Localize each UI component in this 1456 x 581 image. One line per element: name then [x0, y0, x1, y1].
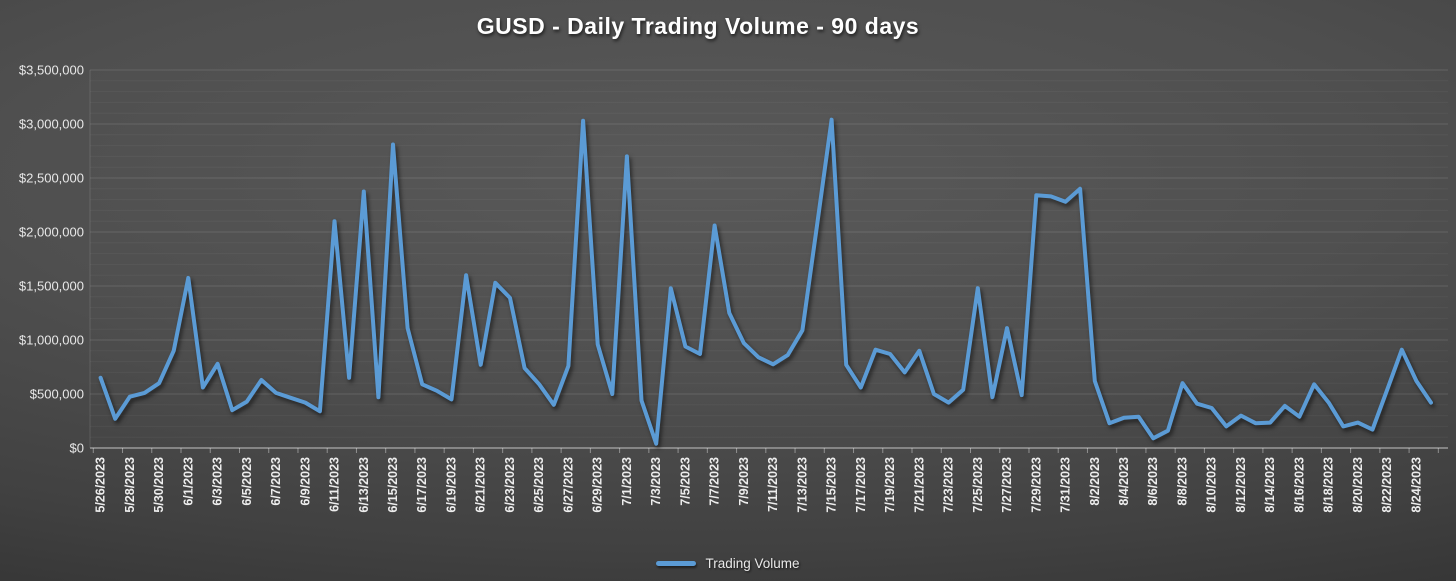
x-tick-label: 6/29/2023	[591, 457, 605, 513]
x-tick-label: 7/1/2023	[620, 457, 634, 506]
x-tick-label: 8/22/2023	[1380, 457, 1394, 513]
x-tick-label: 6/3/2023	[211, 457, 225, 506]
legend-line-swatch	[656, 561, 697, 566]
x-tick-label: 7/31/2023	[1059, 457, 1073, 513]
x-tick-label: 6/7/2023	[269, 457, 283, 506]
x-tick-label: 7/7/2023	[708, 457, 722, 506]
x-tick-label: 6/1/2023	[181, 457, 195, 506]
legend-label: Trading Volume	[705, 556, 800, 571]
x-tick-label: 8/24/2023	[1409, 457, 1423, 513]
chart-legend: Trading Volume	[0, 556, 1456, 571]
trading-volume-line	[98, 117, 1433, 446]
y-tick-label: $2,000,000	[19, 225, 84, 240]
x-tick-label: 8/18/2023	[1322, 457, 1336, 513]
x-tick-label: 8/12/2023	[1234, 457, 1248, 513]
x-tick-label: 7/9/2023	[737, 457, 751, 506]
x-tick-label: 7/19/2023	[883, 457, 897, 513]
y-axis-labels: $0 $500,000 $1,000,000 $1,500,000 $2,000,000…	[19, 63, 84, 456]
y-tick-label: $0	[70, 441, 84, 456]
y-tick-label: $1,000,000	[19, 333, 84, 348]
x-tick-label: 7/3/2023	[649, 457, 663, 506]
x-tick-label: 7/27/2023	[1000, 457, 1014, 513]
x-tick-label: 7/5/2023	[678, 457, 692, 506]
x-tick-label: 7/25/2023	[971, 457, 985, 513]
x-tick-label: 5/28/2023	[123, 457, 137, 513]
x-tick-label: 7/13/2023	[795, 457, 809, 513]
x-tick-label: 6/11/2023	[328, 457, 342, 512]
x-tick-label: 8/2/2023	[1088, 457, 1102, 506]
x-tick-label: 6/19/2023	[444, 457, 458, 513]
x-tick-label: 8/20/2023	[1351, 457, 1365, 513]
major-gridlines	[90, 69, 1448, 395]
y-tick-label: $2,500,000	[19, 171, 84, 186]
x-tick-label: 7/15/2023	[825, 457, 839, 513]
x-tick-label: 6/27/2023	[561, 457, 575, 513]
x-tick-label: 8/6/2023	[1146, 457, 1160, 506]
x-tick-label: 7/11/2023	[766, 457, 780, 512]
x-tick-label: 7/21/2023	[912, 457, 926, 513]
x-tick-label: 6/5/2023	[240, 457, 254, 506]
x-tick-label: 7/17/2023	[854, 457, 868, 513]
y-tick-label: $500,000	[30, 387, 84, 402]
x-tick-label: 8/4/2023	[1117, 457, 1131, 506]
x-axis-labels: 5/26/2023 5/28/2023 5/30/2023 6/1/2023 6/3/2…	[94, 457, 1424, 513]
x-tick-label: 7/23/2023	[942, 457, 956, 513]
x-tick-label: 5/26/2023	[94, 457, 108, 513]
x-tick-label: 6/13/2023	[357, 457, 371, 513]
y-tick-label: $3,500,000	[19, 63, 84, 78]
x-tick-label: 8/10/2023	[1205, 457, 1219, 513]
chart-title: GUSD - Daily Trading Volume - 90 days	[476, 13, 920, 39]
y-tick-label: $1,500,000	[19, 279, 84, 294]
minor-gridlines	[90, 80, 1448, 438]
x-tick-label: 6/25/2023	[532, 457, 546, 513]
x-tick-label: 6/17/2023	[415, 457, 429, 513]
x-tick-label: 8/8/2023	[1175, 457, 1189, 506]
x-tick-label: 6/9/2023	[298, 457, 312, 506]
y-tick-label: $3,000,000	[19, 117, 84, 132]
x-tick-label: 7/29/2023	[1029, 457, 1043, 513]
x-tick-label: 6/21/2023	[474, 457, 488, 513]
x-tick-label: 8/14/2023	[1263, 457, 1277, 513]
x-tick-label: 6/15/2023	[386, 457, 400, 513]
x-tick-label: 8/16/2023	[1292, 457, 1306, 513]
x-tick-label: 6/23/2023	[503, 457, 517, 513]
x-tick-label: 5/30/2023	[152, 457, 166, 513]
x-axis-ticks	[92, 448, 1439, 453]
